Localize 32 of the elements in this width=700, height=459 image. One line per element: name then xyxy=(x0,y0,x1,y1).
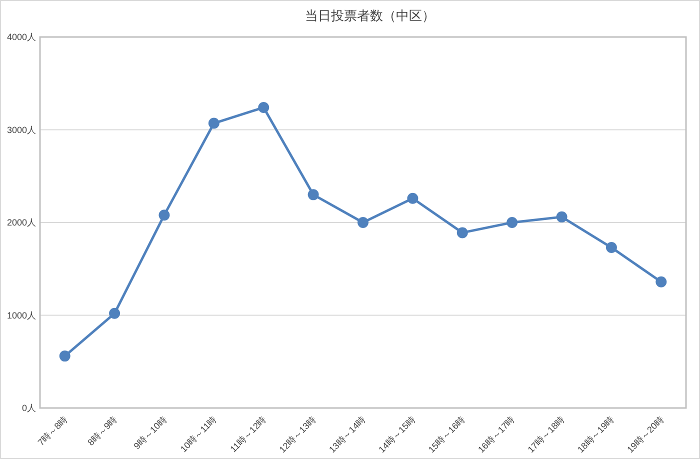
y-tick-label: 1000人 xyxy=(6,310,36,320)
y-tick-label: 4000人 xyxy=(6,32,36,42)
point xyxy=(109,308,120,319)
chart-title: 当日投票者数（中区） xyxy=(305,8,435,23)
point xyxy=(606,242,617,254)
point xyxy=(208,118,220,129)
point xyxy=(258,102,270,113)
point xyxy=(358,217,368,228)
x-tick-label: 9時～10時 xyxy=(132,414,169,452)
point xyxy=(556,211,568,222)
x-tick-label: 16時～17時 xyxy=(476,414,516,455)
x-tick-label: 8時～9時 xyxy=(86,414,119,448)
y-tick-label: 2000人 xyxy=(6,218,36,228)
point xyxy=(59,350,70,362)
x-tick-label: 18時～19時 xyxy=(576,414,616,455)
x-tick-label: 17時～18時 xyxy=(526,414,566,455)
point xyxy=(456,227,468,238)
x-tick-label: 7時～8時 xyxy=(36,414,70,448)
x-tick-label: 13時～14時 xyxy=(327,414,368,455)
y-tick-label: 3000人 xyxy=(6,124,36,135)
point xyxy=(407,192,418,204)
point xyxy=(506,217,518,228)
point xyxy=(656,276,667,288)
y-tick-label: 0人 xyxy=(22,403,36,413)
point xyxy=(308,189,319,200)
x-tick-label: 19時～20時 xyxy=(625,414,666,455)
x-tick-label: 10時～11時 xyxy=(178,414,218,454)
x-tick-label: 12時～13時 xyxy=(277,414,318,455)
x-tick-label: 14時～15時 xyxy=(376,414,418,455)
x-tick-label: 11時～12時 xyxy=(228,414,268,454)
x-tick-label: 15時～16時 xyxy=(426,414,467,455)
point xyxy=(158,210,170,221)
